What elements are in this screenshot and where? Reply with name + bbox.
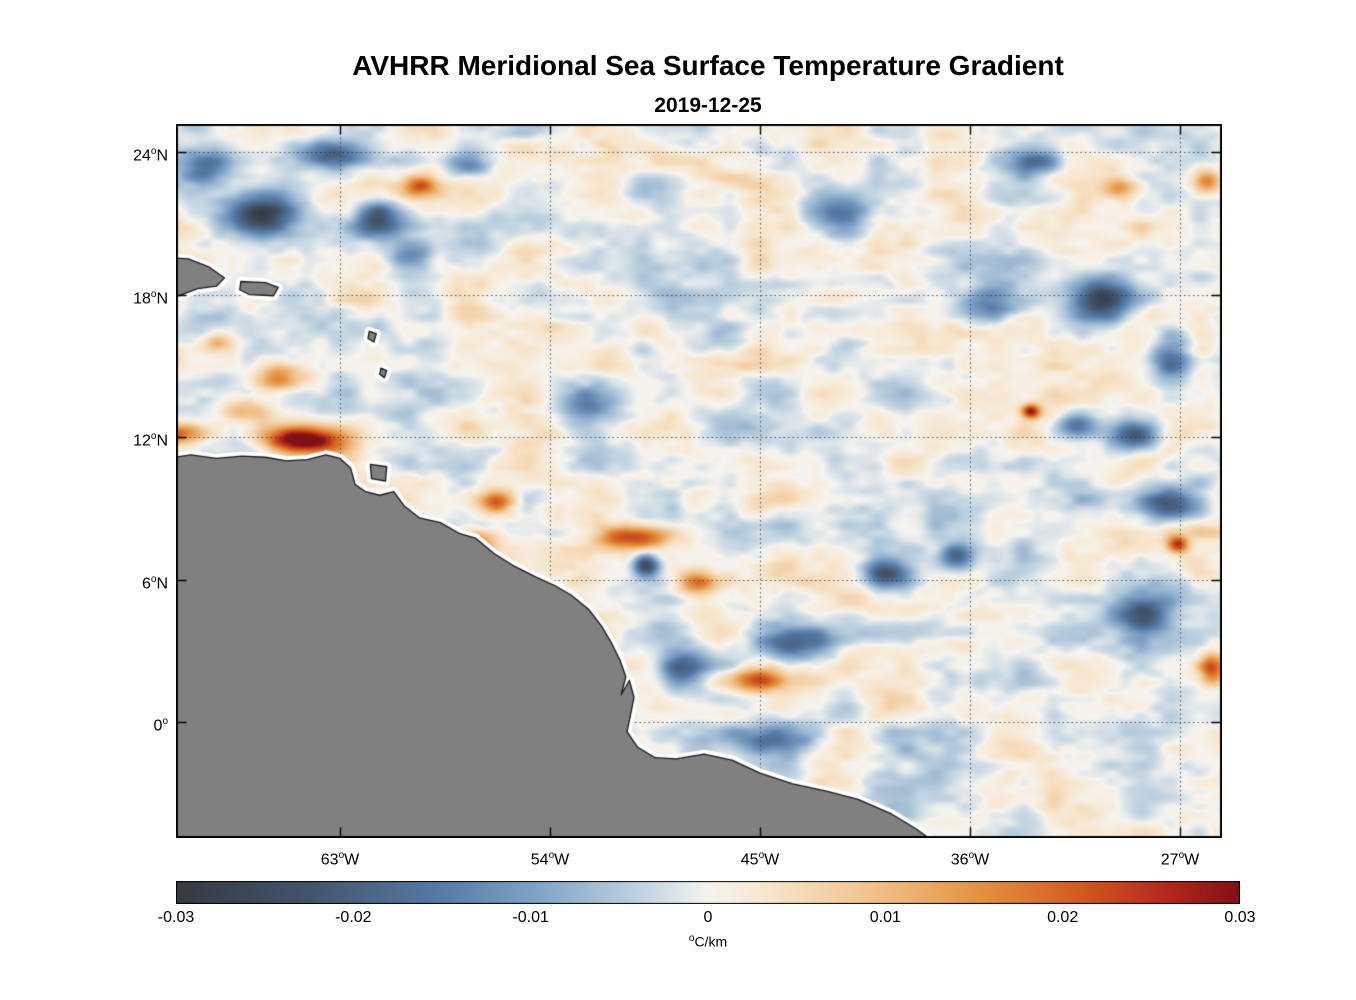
y-tick-label-6N: 6oN bbox=[141, 573, 168, 592]
colorbar-tick-label--0.03: -0.03 bbox=[157, 909, 195, 926]
chart-subtitle: 2019-12-25 bbox=[654, 94, 762, 117]
colorbar-tick-label-0.03: 0.03 bbox=[1224, 909, 1256, 926]
degree-symbol: o bbox=[548, 850, 555, 861]
colorbar-unit-label: oC/km bbox=[176, 933, 1240, 950]
degree-symbol: o bbox=[758, 850, 765, 861]
degree-symbol: o bbox=[150, 431, 157, 443]
degree-symbol: o bbox=[150, 146, 157, 158]
y-tick-label-24N: 24oN bbox=[133, 146, 168, 165]
degree-symbol: o bbox=[150, 573, 157, 585]
degree-symbol: o bbox=[1178, 850, 1185, 861]
colorbar-tick-label-0: 0 bbox=[703, 909, 713, 926]
x-tick-label-54W: 54oW bbox=[530, 850, 570, 869]
degree-symbol: o bbox=[162, 716, 168, 728]
x-tick-label-36W: 36oW bbox=[950, 850, 990, 869]
y-tick-label-18N: 18oN bbox=[133, 288, 168, 307]
colorbar-tick-label-0.02: 0.02 bbox=[1047, 909, 1079, 926]
degree-symbol: o bbox=[968, 850, 975, 861]
colorbar-tick-label--0.02: -0.02 bbox=[335, 909, 372, 926]
x-tick-label-27W: 27oW bbox=[1160, 850, 1200, 869]
colorbar-gradient bbox=[176, 881, 1240, 904]
x-tick-label-45W: 45oW bbox=[740, 850, 780, 869]
x-tick-label-63W: 63oW bbox=[320, 850, 360, 869]
degree-symbol: o bbox=[338, 850, 345, 861]
colorbar-tick-label--0.01: -0.01 bbox=[512, 909, 549, 926]
y-tick-label-12N: 12oN bbox=[133, 431, 168, 450]
chart-title: AVHRR Meridional Sea Surface Temperature… bbox=[352, 50, 1064, 81]
degree-symbol: o bbox=[150, 288, 157, 300]
degree-symbol: o bbox=[688, 933, 695, 944]
colorbar-tick-label-0.01: 0.01 bbox=[869, 909, 901, 926]
colorbar-unit-text: C/km bbox=[694, 933, 728, 950]
map-grid-land-overlay bbox=[176, 124, 1222, 838]
y-tick-label-0: 0o bbox=[153, 716, 168, 735]
